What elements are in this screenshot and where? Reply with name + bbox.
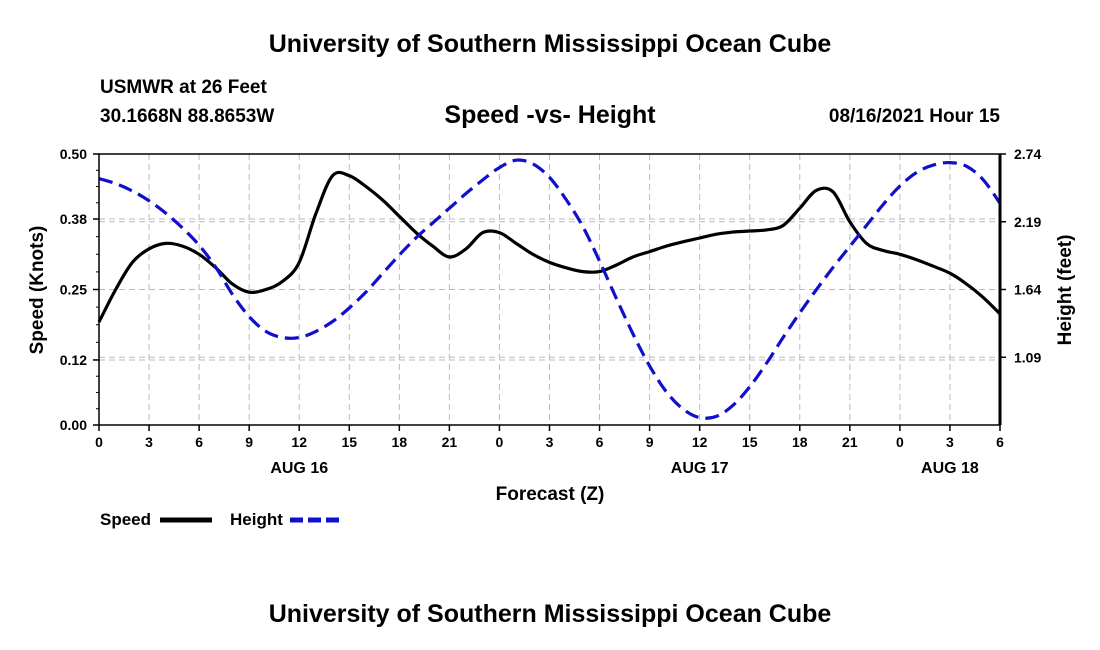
x-tick-label: 6 [996, 434, 1004, 450]
x-tick-label: 0 [496, 434, 504, 450]
x-tick-label: 0 [95, 434, 103, 450]
series-lines [97, 158, 1002, 420]
x-tick-label: 3 [546, 434, 554, 450]
x-tick-label: 21 [442, 434, 458, 450]
x-tick-label: 15 [742, 434, 758, 450]
x-axis-title: Forecast (Z) [496, 484, 605, 505]
x-tick-label: 9 [646, 434, 654, 450]
chart-title: Speed -vs- Height [444, 101, 656, 129]
y2-tick-label: 1.09 [1014, 349, 1041, 365]
day-label: AUG 18 [921, 460, 979, 477]
x-tick-label: 6 [195, 434, 203, 450]
legend-label-speed: Speed [100, 510, 151, 529]
axis-labels: 0 3 6 9 12 15 18 21 0 3 6 9 12 15 18 21 0 3 6 AUG 16 AUG 17 A… [60, 146, 1042, 477]
y-axis-title: Speed (Knots) [27, 226, 48, 355]
x-tick-label: 3 [145, 434, 153, 450]
y-tick-label: 0.00 [60, 417, 87, 433]
x-tick-label: 9 [245, 434, 253, 450]
day-label: AUG 16 [270, 460, 328, 477]
chart-header-title: University of Southern Mississippi Ocean… [268, 30, 832, 58]
x-tick-label: 12 [291, 434, 307, 450]
y2-tick-label: 2.74 [1014, 146, 1041, 162]
legend-label-height: Height [230, 510, 283, 529]
y-tick-label: 0.25 [60, 282, 87, 298]
y-tick-label: 0.50 [60, 146, 87, 162]
forecast-datetime: 08/16/2021 Hour 15 [828, 106, 1000, 127]
station-label: USMWR at 26 Feet [100, 77, 267, 98]
y-tick-label: 0.12 [60, 352, 87, 368]
x-tick-label: 18 [792, 434, 808, 450]
x-tick-label: 0 [896, 434, 904, 450]
x-tick-label: 15 [341, 434, 357, 450]
x-tick-label: 6 [596, 434, 604, 450]
coordinates-label: 30.1668N 88.8653W [100, 106, 275, 127]
y2-axis-title: Height (feet) [1055, 235, 1076, 346]
x-tick-label: 21 [842, 434, 858, 450]
x-tick-label: 3 [946, 434, 954, 450]
y-tick-label: 0.38 [60, 211, 87, 227]
series-line-height [98, 158, 1002, 420]
series-line-speed [97, 170, 1002, 323]
axis-ticks [93, 153, 1006, 431]
day-label: AUG 17 [671, 460, 729, 477]
y2-tick-label: 1.64 [1014, 282, 1041, 298]
legend: Speed Height [100, 510, 342, 529]
x-tick-label: 18 [392, 434, 408, 450]
y2-tick-label: 2.19 [1014, 214, 1041, 230]
grid [99, 154, 1000, 425]
speed-height-chart: 0 3 6 9 12 15 18 21 0 3 6 9 12 15 18 21 0 3 6 AUG 16 AUG 17 A… [27, 146, 1076, 529]
x-tick-label: 12 [692, 434, 708, 450]
chart-footer-title: University of Southern Mississippi Ocean… [268, 600, 832, 628]
